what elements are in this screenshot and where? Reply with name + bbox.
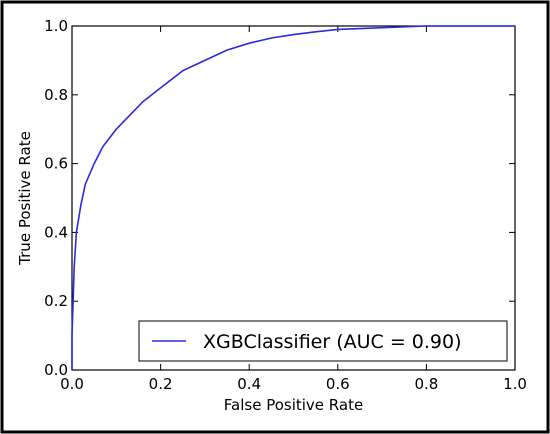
y-axis-ticks: 0.0 0.2 0.4 0.6 0.8 1.0 <box>44 17 515 379</box>
y-axis-label: True Positive Rate <box>16 131 34 266</box>
y-tick-label: 0.6 <box>44 155 68 173</box>
plot-area <box>71 25 516 371</box>
x-tick-label: 0.2 <box>149 375 173 393</box>
roc-curve-line <box>71 25 515 370</box>
x-tick-label: 0.0 <box>60 375 84 393</box>
legend-entry-label: XGBClassifier (AUC = 0.90) <box>203 331 462 353</box>
y-tick-label: 1.0 <box>44 17 68 35</box>
x-axis-ticks: 0.0 0.2 0.4 0.6 0.8 1.0 <box>60 26 527 393</box>
y-tick-label: 0.0 <box>44 361 68 379</box>
legend-box <box>138 320 508 362</box>
x-tick-label: 0.4 <box>237 375 261 393</box>
x-tick-label: 1.0 <box>503 375 527 393</box>
x-tick-label: 0.8 <box>414 375 438 393</box>
x-axis-label: False Positive Rate <box>224 396 363 414</box>
y-tick-label: 0.8 <box>44 86 68 104</box>
legend: XGBClassifier (AUC = 0.90) <box>138 320 508 362</box>
y-tick-label: 0.2 <box>44 292 68 310</box>
y-tick-label: 0.4 <box>44 223 68 241</box>
x-tick-label: 0.6 <box>326 375 350 393</box>
